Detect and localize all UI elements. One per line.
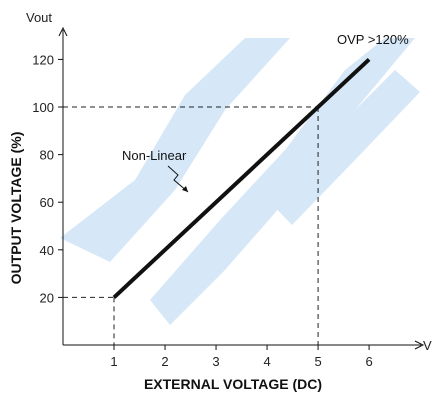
x-tick-label: 3 xyxy=(212,354,219,369)
y-tick-label: 40 xyxy=(40,243,54,258)
y-axis-label: OUTPUT VOLTAGE (%) xyxy=(8,132,24,285)
watermark-logo xyxy=(60,38,420,325)
x-tick-label: 2 xyxy=(161,354,168,369)
y-tick-label: 100 xyxy=(32,100,54,115)
annotation-ovp: OVP >120% xyxy=(337,32,409,47)
y-axis-end-label: Vout xyxy=(26,10,52,25)
x-axis-end-label: V xyxy=(423,338,432,353)
y-axis-arrow xyxy=(58,26,68,37)
x-tick-label: 4 xyxy=(263,354,270,369)
annotation-arrowhead xyxy=(182,186,188,192)
annotation-non-linear: Non-Linear xyxy=(122,148,187,163)
annotation-arrow xyxy=(167,165,189,193)
x-tick-label: 1 xyxy=(110,354,117,369)
watermark-shape-e xyxy=(268,70,420,225)
y-tick-label: 120 xyxy=(32,52,54,67)
x-tick-label: 5 xyxy=(314,354,321,369)
series-line xyxy=(112,57,371,299)
series-layer xyxy=(112,57,371,299)
x-axis-arrow xyxy=(414,340,425,350)
axes xyxy=(58,26,425,350)
watermark-shape-t xyxy=(150,38,415,325)
y-tick-label: 80 xyxy=(40,148,54,163)
tick-marks: 1 2 3 4 5 6 20 40 60 80 100 120 xyxy=(32,52,372,369)
x-axis-label: EXTERNAL VOLTAGE (DC) xyxy=(144,376,322,392)
y-tick-label: 60 xyxy=(40,195,54,210)
x-tick-label: 6 xyxy=(365,354,372,369)
y-tick-label: 20 xyxy=(40,290,54,305)
watermark-shape-s xyxy=(60,38,290,262)
reference-lines xyxy=(63,106,319,345)
